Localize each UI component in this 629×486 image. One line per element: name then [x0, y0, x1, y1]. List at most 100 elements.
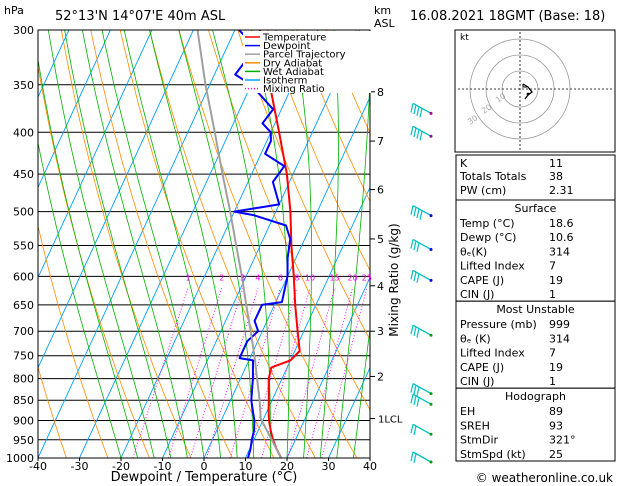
hodograph-table-row-label: SREH [460, 419, 490, 432]
k-index-label: K [460, 157, 468, 170]
legend-label: Temperature [262, 33, 326, 44]
mixing-ratio-label: 4 [255, 273, 260, 282]
hodograph-table-row-label: StmSpd (kt) [460, 448, 526, 461]
temp-tick-label: -20 [112, 460, 130, 473]
barb-flag [410, 451, 414, 462]
barb-flag [413, 241, 417, 251]
barb-flag [416, 397, 420, 407]
mixing-ratio-label: 10 [305, 273, 315, 282]
wind-barb [410, 383, 433, 397]
barb-flag [410, 325, 414, 335]
wet-adiabat-line [48, 30, 155, 458]
temp-tick-label: 40 [363, 460, 377, 473]
wind-barbs [410, 102, 433, 464]
hodograph-table-row-value: 321° [549, 434, 576, 447]
surface-row-value: 19 [549, 274, 563, 287]
surface-row-value: 10.6 [549, 231, 574, 244]
wet-adiabat-line [250, 30, 290, 458]
most-unstable-row-label: CAPE (J) [460, 361, 504, 374]
barb-flag [410, 205, 414, 215]
km-tick-label: 5 [377, 233, 384, 246]
barb-flag [410, 394, 414, 404]
hodograph-table-row-value: 89 [549, 405, 563, 418]
isotherm-line [162, 30, 360, 458]
barb-flag [413, 395, 417, 406]
barb-flag [413, 326, 417, 337]
barb-flag [416, 242, 420, 253]
mixing-ratio-label: 3 [240, 273, 245, 282]
km-tick-label: 6 [377, 184, 384, 197]
legend-label: Isotherm [263, 76, 307, 87]
barb-shaft [412, 269, 432, 281]
wind-barb [410, 324, 433, 338]
barb-flag [413, 207, 417, 217]
legend-label: Dry Adiabat [263, 58, 322, 69]
dry-adiabat-line [266, 30, 370, 272]
x-axis-label: Dewpoint / Temperature (°C) [111, 470, 298, 485]
barb-shaft [412, 125, 432, 137]
isotherm-line [286, 276, 370, 458]
barb-dot [429, 392, 433, 396]
hodograph-trace [522, 84, 527, 88]
mixing-ratio-label: 15 [329, 273, 339, 282]
hodograph-table-row-label: StmDir [460, 434, 499, 447]
wet-adiabat-line [101, 30, 205, 458]
barb-dot [429, 460, 433, 464]
dry-adiabat-line [296, 30, 370, 203]
barb-flag [416, 106, 420, 116]
wet-adiabat-line [38, 57, 138, 458]
asl-label: ASL [374, 17, 396, 30]
barb-shaft [412, 324, 432, 336]
wet-adiabat-line [319, 30, 339, 458]
km-tick-label: 3 [377, 325, 384, 338]
barb-flag [410, 103, 414, 113]
barb-dot [429, 247, 433, 251]
mixing-ratio-line [229, 287, 281, 458]
barb-flag [419, 210, 423, 220]
isotherm-line [38, 30, 236, 458]
wind-barb [410, 451, 433, 464]
barb-flag [413, 385, 417, 395]
pressure-tick-label: 1000 [6, 452, 34, 465]
km-tick-label: 7 [377, 135, 384, 148]
pressure-tick-label: 300 [13, 24, 34, 37]
indices-box [455, 154, 616, 201]
legend-label: Parcel Trajectory [263, 50, 346, 61]
pressure-tick-label: 450 [13, 168, 34, 181]
pressure-tick-label: 650 [13, 299, 34, 312]
wind-barb [410, 238, 433, 253]
k-index-value: 11 [549, 157, 563, 170]
barb-flag [413, 425, 417, 436]
pressure-tick-label: 550 [13, 239, 34, 252]
pressure-tick-label: 350 [13, 79, 34, 92]
temp-tick-label: -30 [71, 460, 89, 473]
temp-tick-label: -40 [29, 460, 47, 473]
barb-shaft [412, 205, 432, 217]
wet-adiabat-line [353, 326, 370, 458]
temperature-line [258, 30, 301, 458]
wet-adiabat-line [178, 30, 255, 458]
barb-shaft [412, 238, 432, 251]
surface-box [455, 199, 616, 302]
mixing-ratio-line [321, 287, 368, 458]
surface-row-value: 314 [549, 245, 570, 258]
dry-adiabat-line [90, 30, 233, 458]
km-tick-label: 1LCL [378, 415, 403, 426]
barb-flag [413, 127, 417, 138]
dewpoint-line [233, 30, 292, 458]
barb-flag [416, 208, 420, 219]
dry-adiabat-line [38, 365, 67, 458]
mixing-ratio-label: 8 [294, 273, 299, 282]
barb-flag [413, 271, 417, 282]
barb-flag [416, 129, 420, 139]
temp-tick-label: 20 [280, 460, 294, 473]
axes: 1 2 3 4 6 8 10 15 20 2530035040045050055060065070… [6, 24, 403, 473]
wet-adiabat-line [123, 30, 221, 458]
temp-tick-label: 10 [239, 460, 253, 473]
mixing-ratio-line [189, 287, 244, 458]
isotherm-line [38, 30, 111, 189]
barb-shaft [412, 423, 432, 435]
barb-flag [416, 386, 420, 397]
